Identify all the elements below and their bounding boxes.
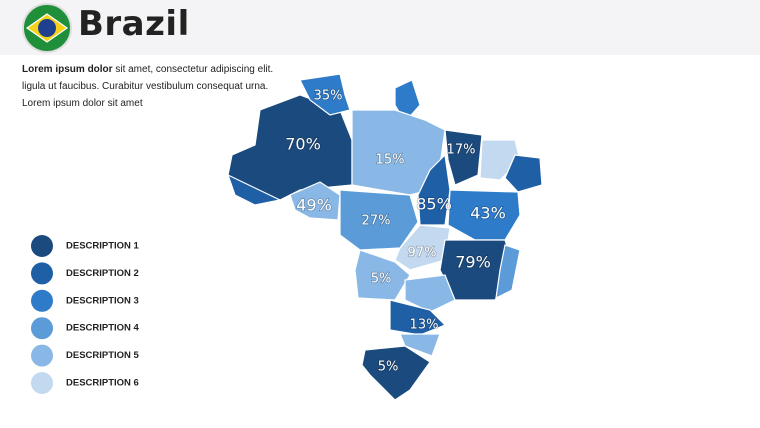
states [226,73,543,401]
legend-swatch [31,235,53,257]
legend-swatch [31,344,53,367]
flag [22,3,72,53]
region-label: 17% [447,143,476,158]
description: Lorem ipsum dolor sit amet, consectetur … [22,61,273,112]
region-label: 5% [378,360,399,375]
legend-label: DESCRIPTION 1 [66,241,140,252]
legend-label: DESCRIPTION 3 [66,295,139,306]
legend-swatch [31,262,53,285]
region-label: 13% [410,318,439,333]
description-line: sit amet, consectetur adipiscing elit. [115,64,274,75]
description-bold: Lorem ipsum dolor [22,64,113,75]
region-labels: 35% 70% 15% 17% 49% 27% 85% 43% 97% 79% 5% 13% 5% [284,88,506,376]
header-bar [0,0,760,55]
region-label: 35% [314,89,343,104]
region-label: 5% [371,272,392,287]
region-label: 97% [408,246,437,261]
description-line: ligula ut faucibus. Curabitur vestibulum… [22,81,269,92]
region-label: 49% [296,196,332,215]
legend-label: DESCRIPTION 4 [66,323,140,334]
region-label: 85% [416,195,452,214]
region-label: 79% [455,253,491,272]
title: Brazil [78,4,190,44]
region-label: 43% [470,204,506,223]
legend-swatch [31,289,53,312]
legend: DESCRIPTION 1 DESCRIPTION 2 DESCRIPTION 3 D… [31,235,140,394]
region-label: 70% [285,135,321,154]
legend-label: DESCRIPTION 2 [66,268,139,279]
legend-label: DESCRIPTION 6 [66,378,139,389]
region-label: 15% [376,153,405,168]
legend-label: DESCRIPTION 5 [66,350,140,361]
legend-swatch [31,317,53,340]
description-line: Lorem ipsum dolor sit amet [22,98,143,109]
legend-swatch [31,372,53,394]
region-label: 27% [362,214,391,229]
